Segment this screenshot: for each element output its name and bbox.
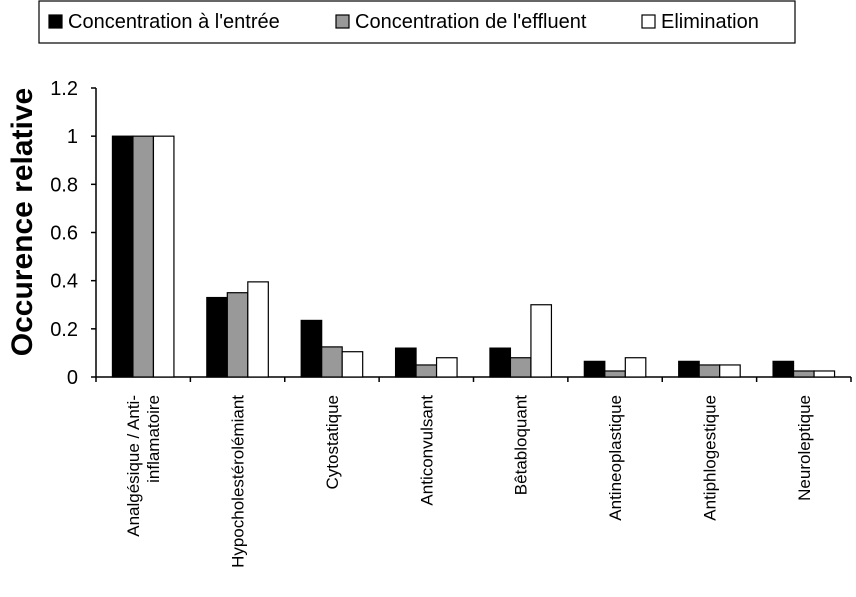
legend-label: Concentration de l'effluent	[355, 11, 587, 33]
bar	[341, 351, 364, 378]
y-tick-label: 0.2	[50, 319, 78, 341]
bar	[435, 357, 458, 378]
bar	[132, 135, 155, 378]
x-category-label: Antiphlogestique	[700, 395, 719, 521]
x-category-label: Neuroleptique	[795, 395, 814, 501]
x-category-label: Anticonvulsant	[417, 395, 436, 506]
bar	[583, 360, 606, 378]
y-tick-label: 1	[67, 126, 78, 148]
y-tick-label: 0	[67, 367, 78, 389]
legend-swatch	[641, 14, 656, 29]
bar	[604, 370, 626, 378]
legend-item: Elimination	[641, 11, 759, 33]
bar	[813, 370, 836, 378]
legend-label: Concentration à l'entrée	[68, 11, 280, 33]
y-tick-label: 0.6	[50, 223, 78, 245]
bar	[489, 347, 512, 378]
bar	[247, 281, 269, 378]
bar	[300, 319, 323, 378]
bar	[530, 304, 553, 378]
bar	[206, 296, 228, 378]
bar	[509, 357, 532, 378]
y-tick-label: 1.2	[50, 78, 78, 100]
legend: Concentration à l'entrée Concentration de…	[38, 0, 796, 44]
legend-item: Concentration de l'effluent	[335, 11, 587, 33]
bar	[678, 360, 700, 378]
x-category-label: inflamatoire	[144, 395, 163, 483]
plot-area	[95, 88, 852, 382]
x-category-label: Antineoplastique	[606, 395, 625, 521]
x-category-label: Hypocholestérolémiant	[229, 395, 248, 568]
x-axis-labels: Analgésique / Anti-inflamatoire Hypochole…	[124, 395, 814, 568]
bar	[415, 364, 438, 378]
bar	[772, 360, 795, 378]
legend-swatch	[48, 14, 63, 29]
bar	[624, 357, 647, 378]
legend-item: Concentration à l'entrée	[48, 11, 280, 33]
bar	[792, 370, 815, 378]
legend-label: Elimination	[661, 11, 759, 33]
bar	[226, 292, 249, 378]
legend-swatch	[335, 14, 350, 29]
y-tick-label: 0.4	[50, 271, 78, 293]
legend-box	[38, 0, 796, 44]
bar	[321, 346, 343, 378]
y-axis-title: Occurence relative	[6, 88, 39, 357]
x-category-label: Cytostatique	[323, 395, 342, 490]
bar	[698, 364, 721, 378]
x-category-label: Bêtabloquant	[512, 395, 531, 495]
y-axis-ticks: 0 0.2 0.4 0.6 0.8 1 1.2	[50, 78, 96, 389]
bar	[719, 364, 741, 378]
y-tick-label: 0.8	[50, 174, 78, 196]
bar	[111, 135, 134, 378]
bar	[152, 135, 175, 378]
x-category-label: Analgésique / Anti-	[124, 395, 143, 537]
bar	[394, 347, 417, 378]
